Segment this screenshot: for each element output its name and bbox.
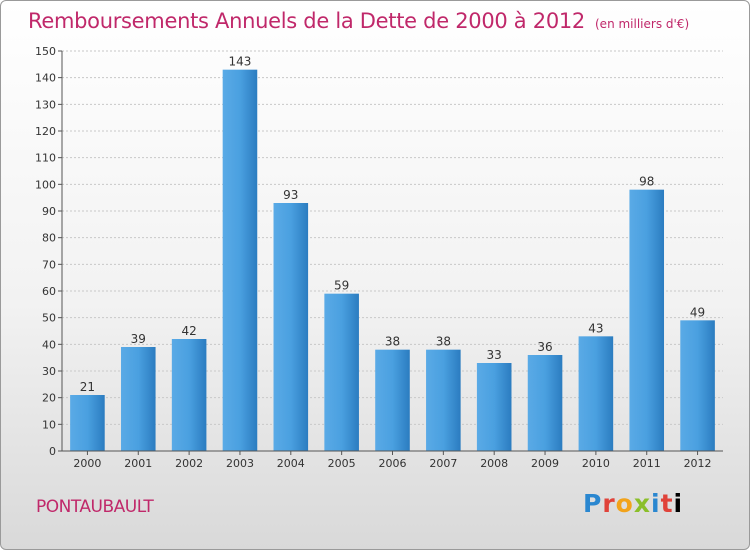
y-tick-label: 100 — [35, 178, 56, 191]
x-tick-label-2010: 2010 — [582, 457, 610, 470]
x-tick-label-2002: 2002 — [175, 457, 203, 470]
y-tick-label: 80 — [42, 232, 56, 245]
commune-name: PONTAUBAULT — [36, 497, 154, 517]
bar-2000 — [70, 395, 105, 451]
y-tick-label: 140 — [35, 72, 56, 85]
x-tick-label-2009: 2009 — [531, 457, 559, 470]
x-tick-label-2011: 2011 — [633, 457, 661, 470]
value-label-2002: 42 — [181, 324, 196, 338]
bar-2001 — [120, 347, 156, 451]
y-tick-label: 60 — [42, 285, 56, 298]
bar-2012 — [680, 320, 715, 451]
value-label-2003: 143 — [229, 55, 252, 69]
value-label-2009: 36 — [537, 340, 552, 354]
y-tick-label: 70 — [42, 258, 56, 271]
value-label-2001: 39 — [131, 332, 146, 346]
x-tick-label-2012: 2012 — [684, 457, 712, 470]
bar-2007 — [426, 349, 461, 451]
y-tick-label: 40 — [42, 338, 56, 351]
x-tick-label-2001: 2001 — [124, 457, 152, 470]
y-tick-label: 0 — [49, 445, 56, 458]
x-tick-label-2005: 2005 — [328, 457, 356, 470]
unit-note: (en milliers d'€) — [595, 17, 690, 31]
y-tick-label: 50 — [42, 312, 56, 325]
bar-2010 — [578, 336, 614, 451]
y-tick-label: 130 — [35, 98, 56, 111]
x-tick-label-2004: 2004 — [277, 457, 305, 470]
value-label-2010: 43 — [588, 321, 603, 335]
x-axis: 2000 2001 2002 2003 2004 2005 2006 2007 2008 2009… — [62, 450, 723, 470]
bar-2006 — [375, 349, 410, 451]
y-tick-label: 110 — [35, 152, 56, 165]
chart-title-text: Remboursements Annuels de la Dette de 20… — [28, 9, 585, 33]
x-tick-label-2007: 2007 — [429, 457, 457, 470]
bar-2008 — [476, 363, 512, 451]
value-label-2004: 93 — [283, 188, 298, 202]
y-tick-label: 150 — [35, 45, 56, 58]
chart-title: Remboursements Annuels de la Dette de 20… — [28, 9, 689, 33]
bar-2011 — [629, 189, 665, 451]
bar-2003 — [222, 69, 258, 452]
value-label-2000: 21 — [80, 380, 95, 394]
y-tick-label: 90 — [42, 205, 56, 218]
y-tick-label: 20 — [42, 392, 56, 405]
value-label-2011: 98 — [639, 175, 654, 189]
bar-2004 — [273, 203, 309, 451]
value-label-2007: 38 — [436, 335, 451, 349]
y-axis: 0 10 20 30 40 50 60 70 80 90 100 110 120 130 140 150 — [35, 45, 63, 458]
value-label-2005: 59 — [334, 279, 349, 293]
x-tick-label-2006: 2006 — [379, 457, 407, 470]
value-label-2006: 38 — [385, 335, 400, 349]
bar-2009 — [527, 355, 563, 451]
bars: 21 39 42 143 93 59 38 38 33 36 43 98 49 — [70, 55, 715, 452]
x-tick-label-2000: 2000 — [73, 457, 101, 470]
value-label-2012: 49 — [690, 305, 705, 319]
y-tick-label: 120 — [35, 125, 56, 138]
proxiti-logo: Proxiti — [583, 489, 684, 518]
x-tick-label-2003: 2003 — [226, 457, 254, 470]
value-label-2008: 33 — [487, 348, 502, 362]
y-tick-label: 30 — [42, 365, 56, 378]
bar-2005 — [324, 293, 359, 451]
y-tick-label: 10 — [42, 418, 56, 431]
bar-2002 — [171, 339, 207, 451]
x-tick-label-2008: 2008 — [480, 457, 508, 470]
